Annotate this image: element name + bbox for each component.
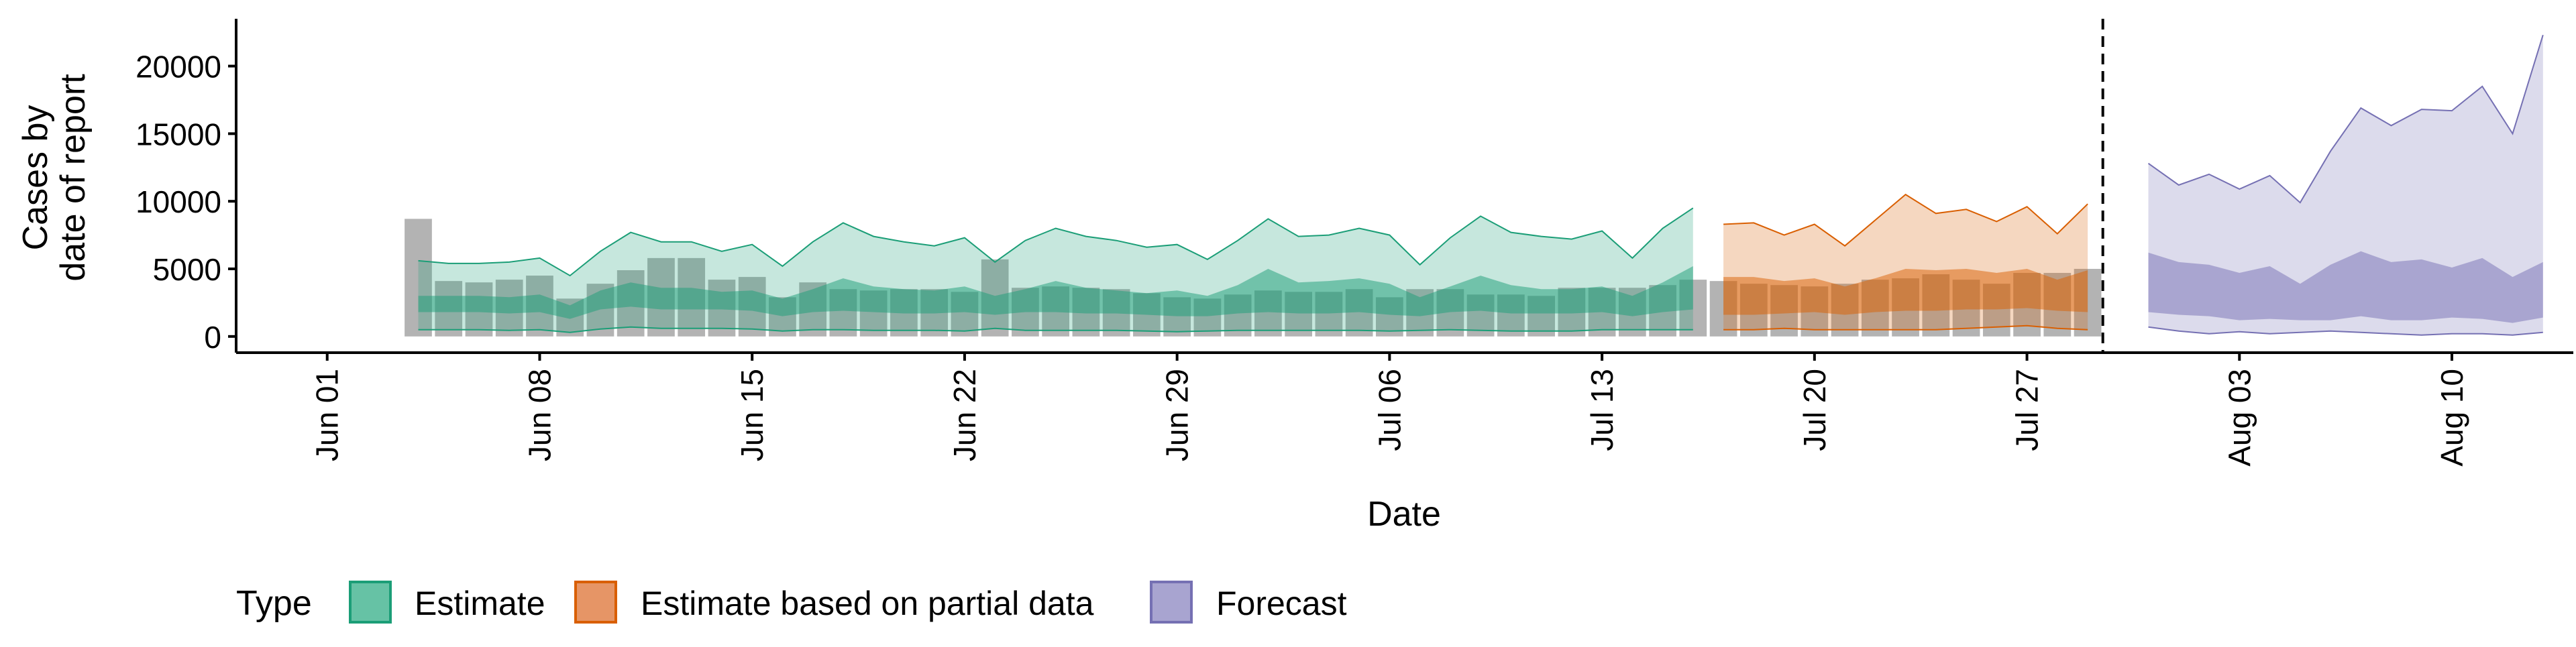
y-tick-label: 5000 — [153, 252, 221, 287]
forecast-lower-line — [2148, 326, 2543, 336]
legend-label-estimate: Estimate — [415, 585, 545, 622]
y-tick-label: 20000 — [136, 50, 221, 84]
x-tick-label: Jun 15 — [735, 369, 769, 461]
y-ticks: 0 5000 10000 15000 20000 — [136, 50, 236, 355]
legend: Type Estimate Estimate based on partial … — [236, 581, 1347, 624]
partial-upper-line — [1723, 193, 2088, 247]
y-tick-label: 15000 — [136, 117, 221, 152]
y-tick-label: 0 — [204, 320, 221, 355]
x-tick-label: Jul 06 — [1372, 369, 1407, 451]
y-axis-title-line2: date of report — [54, 74, 93, 282]
y-tick-label: 10000 — [136, 184, 221, 219]
estimate-ribbon-90 — [418, 208, 1693, 333]
series-forecast — [2147, 34, 2544, 336]
x-tick-label: Jun 29 — [1160, 369, 1195, 461]
x-tick-label: Jun 01 — [310, 369, 345, 461]
legend-title: Type — [236, 584, 312, 623]
x-tick-label: Jun 22 — [947, 369, 982, 461]
partial-ribbon-50 — [1723, 269, 2088, 315]
legend-key-forecast — [1150, 581, 1193, 624]
series-partial — [1723, 193, 2088, 331]
ribbons — [418, 34, 2544, 336]
x-tick-label: Aug 03 — [2222, 369, 2257, 467]
x-tick-label: Jun 08 — [523, 369, 557, 461]
partial-lower-line — [1723, 325, 2088, 331]
legend-label-partial: Estimate based on partial data — [641, 585, 1094, 622]
forecast-upper-line — [2147, 34, 2544, 204]
forecast-ribbon-90 — [2148, 35, 2543, 335]
series-estimate — [418, 207, 1694, 333]
legend-key-estimate — [349, 581, 392, 624]
x-tick-label: Jul 13 — [1585, 369, 1619, 451]
x-tick-label: Jul 27 — [2010, 369, 2045, 451]
forecast-ribbon-50 — [2148, 251, 2543, 323]
x-tick-label: Aug 10 — [2434, 369, 2469, 467]
x-tick-label: Jul 20 — [1797, 369, 1832, 451]
x-ticks: Jun 01 Jun 08 Jun 15 Jun 22 Jun 29 Jul 06 Jul … — [310, 353, 2469, 467]
y-axis-title-line1: Cases by — [16, 105, 55, 251]
estimate-lower-line — [418, 326, 1693, 333]
reported-bar — [405, 219, 432, 337]
legend-key-partial — [574, 581, 617, 624]
estimate-upper-line — [418, 207, 1694, 277]
x-axis-title: Date — [1367, 495, 1441, 534]
legend-label-forecast: Forecast — [1216, 585, 1347, 622]
estimate-ribbon-50 — [418, 266, 1693, 319]
